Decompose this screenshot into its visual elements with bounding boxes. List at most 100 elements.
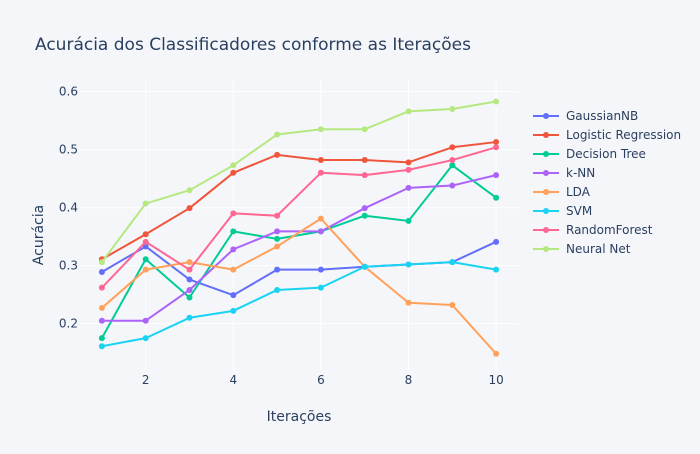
legend-label: k-NN xyxy=(566,166,595,180)
data-point[interactable] xyxy=(98,335,105,342)
data-point[interactable] xyxy=(317,228,324,235)
data-point[interactable] xyxy=(493,266,500,273)
data-point[interactable] xyxy=(186,294,193,301)
data-point[interactable] xyxy=(405,261,412,268)
legend-item[interactable]: k-NN xyxy=(533,166,595,180)
data-point[interactable] xyxy=(230,292,237,299)
data-point[interactable] xyxy=(317,126,324,133)
data-point[interactable] xyxy=(98,304,105,311)
data-point[interactable] xyxy=(317,157,324,164)
data-point[interactable] xyxy=(405,217,412,224)
data-point[interactable] xyxy=(405,108,412,115)
data-point[interactable] xyxy=(186,205,193,212)
data-point[interactable] xyxy=(142,243,149,250)
data-point[interactable] xyxy=(186,286,193,293)
data-point[interactable] xyxy=(142,256,149,263)
data-point[interactable] xyxy=(274,131,281,138)
legend-item[interactable]: Decision Tree xyxy=(533,147,646,161)
y-tick-label: 0.2 xyxy=(59,317,78,331)
data-point[interactable] xyxy=(317,215,324,222)
data-point[interactable] xyxy=(361,263,368,270)
data-point[interactable] xyxy=(142,266,149,273)
data-point[interactable] xyxy=(449,157,456,164)
data-point[interactable] xyxy=(142,238,149,245)
data-point[interactable] xyxy=(98,284,105,291)
data-point[interactable] xyxy=(361,205,368,212)
data-point[interactable] xyxy=(493,144,500,151)
data-point[interactable] xyxy=(186,187,193,194)
legend-marker-icon xyxy=(543,208,549,214)
data-point[interactable] xyxy=(230,162,237,169)
legend-item[interactable]: Logistic Regression xyxy=(533,128,681,142)
data-point[interactable] xyxy=(449,162,456,169)
data-point[interactable] xyxy=(449,182,456,189)
data-point[interactable] xyxy=(230,246,237,253)
legend-item[interactable]: GaussianNB xyxy=(533,109,638,123)
data-point[interactable] xyxy=(493,194,500,201)
data-point[interactable] xyxy=(493,238,500,245)
legend-item[interactable]: Neural Net xyxy=(533,242,631,256)
x-tick-label: 8 xyxy=(405,373,413,387)
data-point[interactable] xyxy=(142,335,149,342)
data-point[interactable] xyxy=(186,314,193,321)
data-point[interactable] xyxy=(230,228,237,235)
data-point[interactable] xyxy=(405,159,412,166)
data-point[interactable] xyxy=(274,212,281,219)
data-point[interactable] xyxy=(230,210,237,217)
series-line xyxy=(101,174,497,322)
data-point[interactable] xyxy=(142,317,149,324)
data-point[interactable] xyxy=(317,266,324,273)
data-point[interactable] xyxy=(274,266,281,273)
legend-item[interactable]: SVM xyxy=(533,204,592,218)
data-point[interactable] xyxy=(274,151,281,158)
data-point[interactable] xyxy=(230,307,237,314)
series-line xyxy=(101,141,497,261)
legend-item[interactable]: LDA xyxy=(533,185,591,199)
data-point[interactable] xyxy=(186,266,193,273)
data-point[interactable] xyxy=(274,235,281,242)
legend-item[interactable]: RandomForest xyxy=(533,223,653,237)
data-point[interactable] xyxy=(493,172,500,179)
data-point[interactable] xyxy=(449,144,456,151)
data-point[interactable] xyxy=(449,106,456,112)
data-point[interactable] xyxy=(361,172,368,179)
data-point[interactable] xyxy=(274,228,281,235)
data-point[interactable] xyxy=(317,284,324,291)
data-point[interactable] xyxy=(405,184,412,191)
data-point[interactable] xyxy=(230,266,237,273)
legend-marker-icon xyxy=(543,170,549,176)
data-point[interactable] xyxy=(186,259,193,266)
data-point[interactable] xyxy=(493,139,500,146)
data-point[interactable] xyxy=(98,343,105,350)
series-gaussiannb xyxy=(98,238,500,299)
series-svm xyxy=(98,259,500,350)
chart-title: Acurácia dos Classificadores conforme as… xyxy=(35,35,471,55)
data-point[interactable] xyxy=(274,286,281,293)
data-point[interactable] xyxy=(405,299,412,306)
data-point[interactable] xyxy=(317,169,324,176)
x-tick-label: 4 xyxy=(229,373,237,387)
data-point[interactable] xyxy=(493,98,500,105)
data-point[interactable] xyxy=(361,212,368,219)
data-point[interactable] xyxy=(449,259,456,266)
data-point[interactable] xyxy=(230,169,237,176)
data-point[interactable] xyxy=(449,302,456,309)
series-line xyxy=(101,146,497,289)
data-point[interactable] xyxy=(142,200,149,207)
data-point[interactable] xyxy=(142,231,149,238)
legend-label: SVM xyxy=(566,204,592,218)
data-point[interactable] xyxy=(274,243,281,250)
data-point[interactable] xyxy=(361,126,368,133)
legend-marker-icon xyxy=(543,151,549,157)
data-point[interactable] xyxy=(361,157,368,164)
series-line xyxy=(101,217,497,355)
data-point[interactable] xyxy=(493,350,500,357)
data-point[interactable] xyxy=(98,317,105,324)
data-point[interactable] xyxy=(405,166,412,173)
data-point[interactable] xyxy=(186,276,193,283)
series-line xyxy=(101,100,497,263)
data-point[interactable] xyxy=(98,259,105,266)
data-point[interactable] xyxy=(98,268,105,275)
